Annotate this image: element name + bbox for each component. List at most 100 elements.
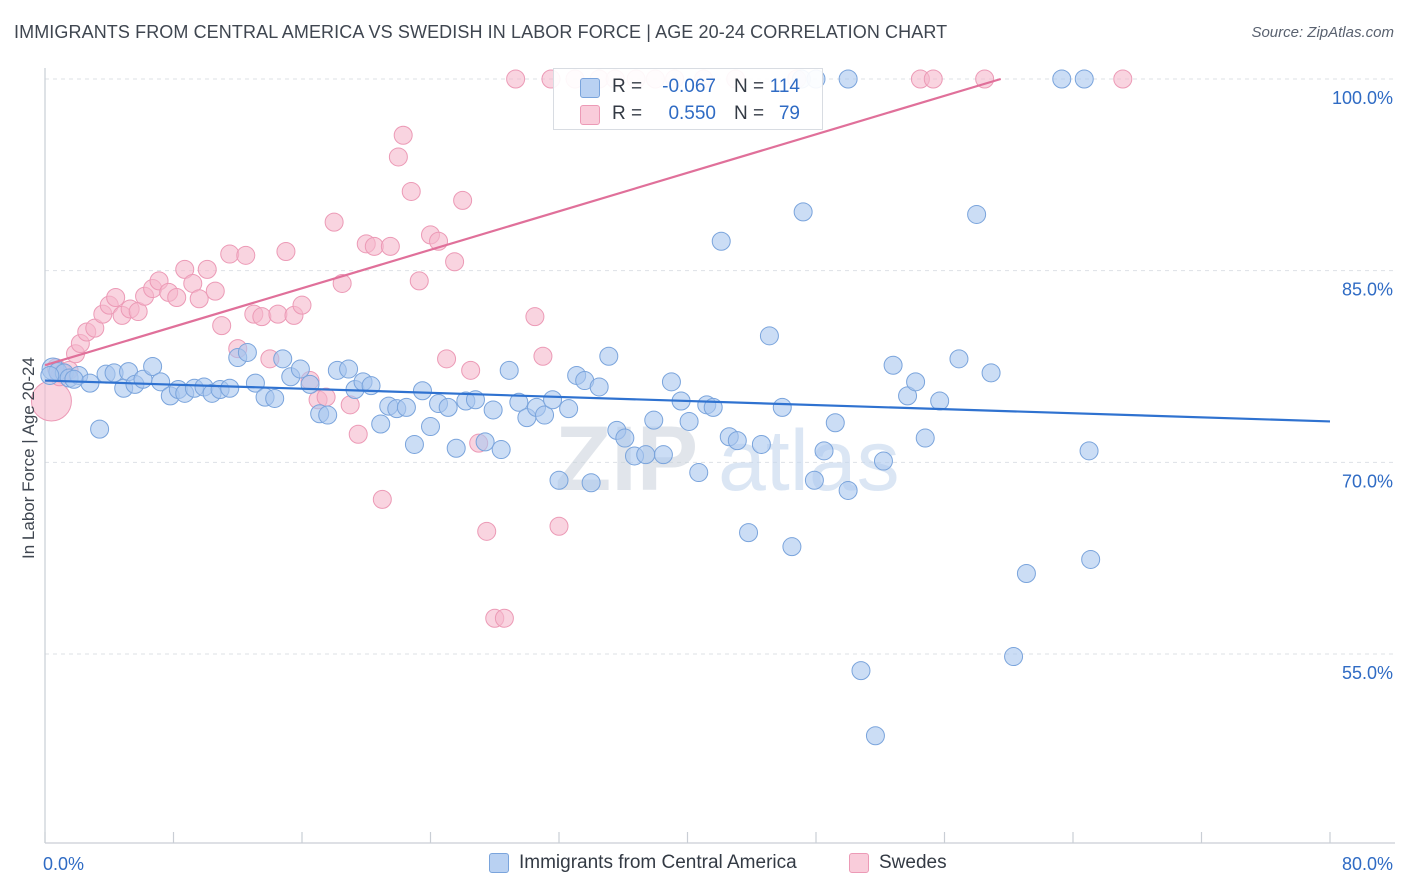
swedes-point — [923, 69, 943, 89]
y-tick-label: 100.0% — [1332, 88, 1393, 108]
stats-row-blue: R = -0.067 N = 114 — [554, 73, 824, 101]
central-america-point — [509, 392, 529, 412]
central-america-point — [653, 445, 673, 465]
central-america-point — [549, 470, 569, 490]
swedes-point — [388, 147, 408, 167]
central-america-point — [711, 231, 731, 251]
central-america-point — [793, 202, 813, 222]
central-america-point — [981, 363, 1001, 383]
central-america-point — [151, 372, 171, 392]
central-america-point — [404, 434, 424, 454]
watermark-atlas: atlas — [718, 413, 900, 509]
legend-item-swedes: Swedes — [849, 852, 947, 874]
central-america-point — [220, 378, 240, 398]
swedes-point — [220, 244, 240, 264]
central-america-point — [751, 434, 771, 454]
central-america-point — [636, 445, 656, 465]
central-america-point — [1074, 69, 1094, 89]
watermark: ZIP atlas — [555, 408, 900, 510]
pink-r-value: 0.550 — [668, 103, 716, 124]
central-america-point — [396, 397, 416, 417]
swedes-point — [364, 236, 384, 256]
swedes-point — [189, 289, 209, 309]
swedes-point — [525, 307, 545, 327]
central-america-point — [727, 431, 747, 451]
central-america-point — [339, 359, 359, 379]
swedes-point — [292, 295, 312, 315]
central-america-point — [1081, 549, 1101, 569]
swedes-point — [445, 252, 465, 272]
swedes-point — [332, 273, 352, 293]
swedes-point — [437, 349, 457, 369]
legend-swatch-pink — [849, 853, 869, 873]
swedes-point — [106, 288, 126, 307]
central-america-point — [64, 369, 84, 389]
grid-lines — [45, 78, 1395, 655]
central-america-point — [873, 451, 893, 471]
swedes-point — [205, 281, 225, 301]
central-america-trend-line — [44, 379, 1331, 423]
central-america-point — [825, 413, 845, 433]
legend-label-central-america: Immigrants from Central America — [519, 852, 797, 873]
central-america-point — [237, 342, 257, 362]
y-axis-label: In Labor Force | Age 20-24 — [19, 357, 38, 559]
central-america-point — [865, 726, 885, 746]
stats-legend: R = -0.067 N = 114 R = 0.550 N = 79 — [553, 68, 823, 130]
swedes-point — [316, 387, 336, 407]
pink-n-value: 79 — [778, 103, 800, 124]
swedes-point — [477, 521, 497, 541]
swedes-point — [348, 424, 368, 444]
swedes-point — [494, 608, 514, 628]
blue-n-value: 114 — [769, 76, 800, 97]
central-america-point — [143, 357, 163, 376]
swedes-point — [324, 212, 344, 232]
legend-swatch-blue — [489, 853, 509, 873]
chart-title: IMMIGRANTS FROM CENTRAL AMERICA VS SWEDI… — [14, 22, 948, 42]
swedes-point — [268, 304, 288, 324]
central-america-point — [661, 372, 681, 392]
bottom-legend: Immigrants from Central America Swedes — [0, 850, 1406, 880]
central-america-point — [421, 417, 440, 437]
central-america-point — [475, 432, 495, 452]
central-america-point — [446, 438, 466, 458]
axes — [44, 68, 1395, 844]
central-america-point — [759, 326, 779, 346]
central-america-point — [318, 405, 338, 425]
central-america-point — [589, 377, 609, 397]
pink-n-label: N = — [734, 103, 765, 124]
central-america-point — [782, 537, 802, 557]
y-tick-label: 85.0% — [1342, 280, 1393, 300]
swedes-points — [30, 69, 1133, 628]
central-america-point — [559, 399, 579, 419]
swedes-point — [276, 242, 296, 261]
central-america-point — [915, 428, 935, 448]
central-america-point — [814, 441, 834, 461]
central-america-point — [438, 397, 458, 417]
central-america-point — [90, 419, 110, 439]
central-america-point — [615, 428, 635, 448]
tick-labels: 100.0% 85.0% 70.0% 55.0% 0.0% 80.0% — [43, 88, 1393, 874]
central-america-point — [290, 359, 310, 379]
central-america-point — [543, 390, 563, 410]
central-america-point — [1016, 564, 1036, 583]
central-america-point — [535, 405, 555, 425]
central-america-point — [851, 661, 871, 681]
blue-n-label: N = — [734, 76, 765, 97]
swedes-point — [453, 190, 473, 210]
central-america-point — [838, 69, 858, 89]
swedes-point — [380, 236, 400, 256]
central-america-point — [483, 400, 503, 420]
x-tick-label: 0.0% — [43, 854, 84, 874]
swedes-point — [393, 125, 413, 145]
x-tick-label: 80.0% — [1342, 854, 1393, 874]
central-america-point — [739, 523, 759, 543]
central-america-point — [883, 355, 903, 375]
central-america-point — [300, 374, 320, 394]
central-america-point — [949, 349, 969, 369]
central-america-point — [273, 349, 293, 369]
central-america-point — [772, 397, 792, 417]
swedes-point — [461, 360, 481, 380]
swedes-point — [372, 489, 392, 509]
swedes-trend-line — [44, 77, 1002, 367]
